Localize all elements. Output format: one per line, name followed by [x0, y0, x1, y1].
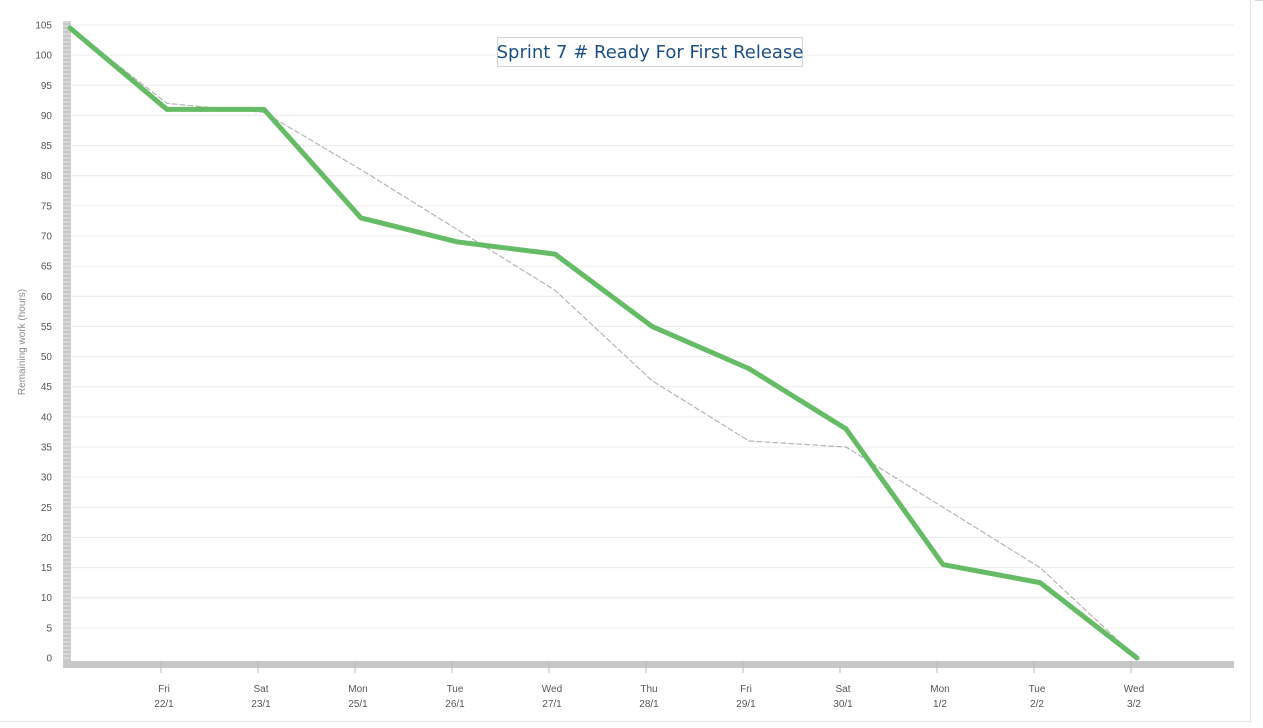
chart-title: Sprint 7 # Ready For First Release — [496, 41, 804, 63]
x-tick-labels: Fri 22/1 Sat 23/1 Mon 25/1 Tue 26/1 Wed 27/1 Thu 28… — [154, 684, 1144, 710]
y-tick-label: 90 — [41, 111, 53, 122]
corner-mark — [1255, 0, 1263, 3]
x-tick-date: 28/1 — [639, 699, 659, 710]
y-tick-label: 30 — [41, 473, 53, 484]
y-tick-label: 10 — [41, 593, 53, 604]
y-tick-label: 70 — [41, 232, 53, 243]
y-tick-label: 55 — [41, 322, 53, 333]
series-lines — [67, 25, 1140, 661]
y-tick-label: 15 — [41, 563, 53, 574]
y-tick-label: 60 — [41, 292, 53, 303]
x-tick-date: 1/2 — [933, 699, 947, 710]
y-tick-label: 85 — [41, 141, 53, 152]
x-tick-day: Wed — [1124, 684, 1144, 695]
x-tick-date: 26/1 — [445, 699, 465, 710]
x-tick-date: 2/2 — [1030, 699, 1044, 710]
ideal-trend-line — [69, 27, 1138, 659]
x-tick-day: Tue — [1029, 684, 1046, 695]
y-tick-label: 65 — [41, 262, 53, 273]
x-tick-day: Wed — [542, 684, 562, 695]
grid-lines — [67, 24, 1234, 629]
x-tick-day: Tue — [447, 684, 464, 695]
y-tick-label: 45 — [41, 382, 53, 393]
x-tick-day: Fri — [740, 684, 752, 695]
x-tick-date: 29/1 — [736, 699, 756, 710]
y-tick-label: 40 — [41, 412, 53, 423]
x-tick-date: 25/1 — [348, 699, 368, 710]
x-tick-date: 30/1 — [833, 699, 853, 710]
x-tick-day: Mon — [930, 684, 949, 695]
remaining-work-line — [67, 25, 1140, 661]
y-tick-labels: 0 5 10 15 20 25 30 35 40 45 50 55 60 65 70 75 80 85 90 95 10… — [35, 21, 52, 665]
y-tick-label: 105 — [35, 21, 52, 32]
x-tick-day: Sat — [253, 684, 268, 695]
y-tick-label: 0 — [46, 654, 52, 665]
x-tick-day: Sat — [835, 684, 850, 695]
y-tick-label: 5 — [46, 623, 52, 634]
y-axis-bar — [63, 21, 71, 665]
x-tick-date: 3/2 — [1127, 699, 1141, 710]
y-tick-label: 35 — [41, 443, 53, 454]
y-tick-label: 80 — [41, 171, 53, 182]
x-tick-day: Thu — [640, 684, 657, 695]
y-tick-label: 20 — [41, 533, 53, 544]
chart-title-box: Sprint 7 # Ready For First Release — [497, 37, 803, 67]
y-tick-label: 100 — [35, 51, 52, 62]
y-tick-label: 25 — [41, 503, 53, 514]
x-tick-date: 27/1 — [542, 699, 562, 710]
x-tick-date: 22/1 — [154, 699, 174, 710]
y-tick-label: 95 — [41, 81, 53, 92]
x-tick-day: Mon — [348, 684, 367, 695]
y-tick-label: 75 — [41, 201, 53, 212]
y-axis-label: Remaining work (hours) — [17, 289, 28, 395]
x-axis-bar — [63, 661, 1234, 668]
x-tick-day: Fri — [158, 684, 170, 695]
axes — [63, 21, 1234, 673]
x-tick-date: 23/1 — [251, 699, 271, 710]
y-tick-label: 50 — [41, 352, 53, 363]
